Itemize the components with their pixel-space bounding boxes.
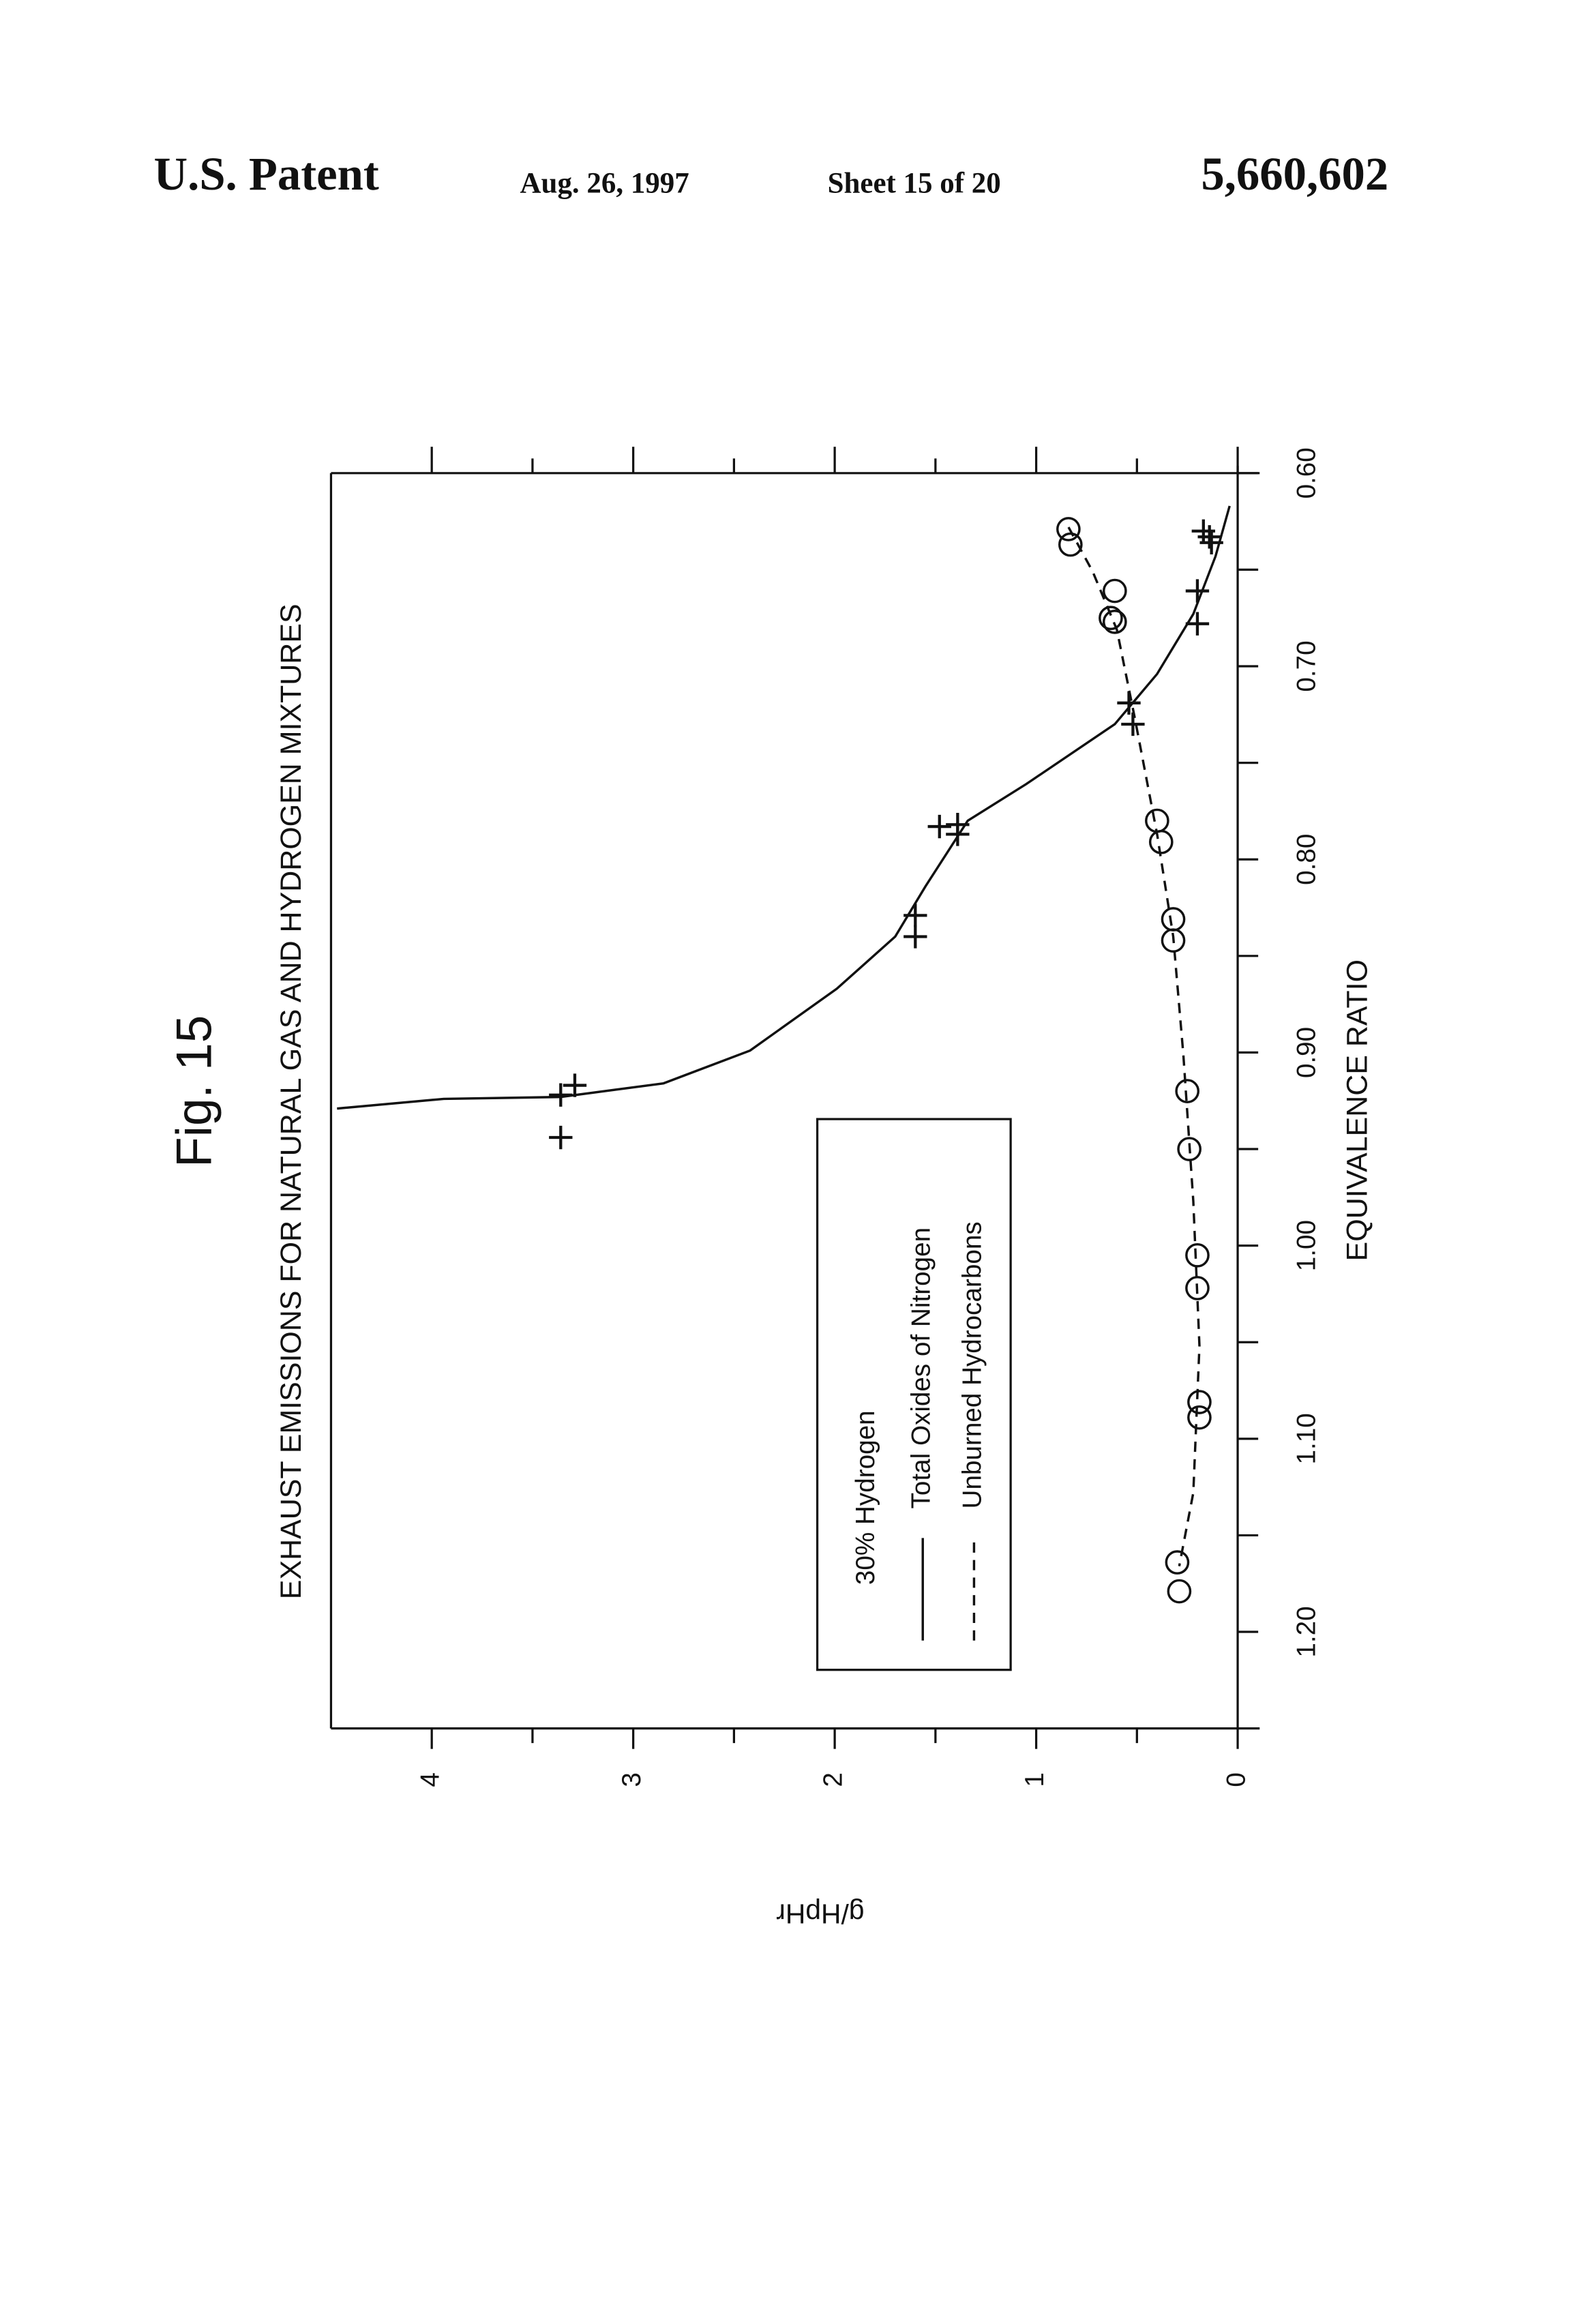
circle-marker	[1150, 831, 1172, 853]
circle-marker	[1146, 809, 1168, 831]
figure-label: Fig. 15	[166, 1015, 222, 1167]
patent-sheet: U.S. Patent Aug. 26, 1997 Sheet 15 of 20…	[0, 0, 1582, 2324]
circle-marker	[1104, 580, 1126, 601]
y-tick-label: 3	[617, 1772, 646, 1787]
x-axis-label: EQUIVALENCE RATIO	[1341, 959, 1374, 1261]
y-tick-label: 0	[1221, 1772, 1251, 1787]
x-tick-label: 0.90	[1292, 1027, 1321, 1078]
plus-marker	[1186, 612, 1209, 636]
plus-marker	[904, 925, 927, 948]
chart-title: EXHAUST EMISSIONS FOR NATURAL GAS AND HY…	[275, 604, 308, 1599]
patent-number: 5,660,602	[1201, 148, 1388, 200]
plus-marker	[549, 1126, 572, 1149]
page: {"header": {"left": "U.S. Patent", "date…	[0, 0, 1582, 2324]
fit-curve	[1069, 527, 1199, 1566]
x-tick-label: 1.20	[1292, 1606, 1321, 1657]
y-tick-label: 2	[818, 1772, 848, 1787]
plus-marker	[1121, 713, 1144, 736]
x-tick-label: 0.70	[1292, 640, 1321, 691]
x-tick-label: 0.80	[1292, 834, 1321, 885]
y-axis-label: g/HpHr	[776, 1898, 864, 1929]
circle-marker	[1104, 611, 1126, 633]
circle-marker	[1189, 1407, 1210, 1429]
legend-entry: Total Oxides of Nitrogen	[906, 1227, 936, 1509]
sheet-number: Sheet 15 of 20	[828, 168, 1001, 200]
fit-curve	[337, 506, 1229, 1109]
y-tick-label: 4	[415, 1772, 445, 1787]
legend-title: 30% Hydrogen	[851, 1410, 880, 1585]
patent-date: Aug. 26, 1997	[520, 168, 689, 200]
circle-marker	[1162, 908, 1184, 930]
x-tick-label: 1.00	[1292, 1220, 1321, 1271]
circle-marker	[1168, 1580, 1190, 1602]
plus-marker	[904, 904, 927, 927]
circle-marker	[1166, 1551, 1188, 1573]
legend-entry: Unburned Hydrocarbons	[958, 1221, 987, 1508]
circle-marker	[1186, 1245, 1208, 1266]
x-tick-label: 1.10	[1292, 1413, 1321, 1464]
x-tick-label: 0.60	[1292, 447, 1321, 498]
patent-label: U.S. Patent	[154, 148, 379, 200]
y-tick-label: 1	[1020, 1772, 1049, 1787]
